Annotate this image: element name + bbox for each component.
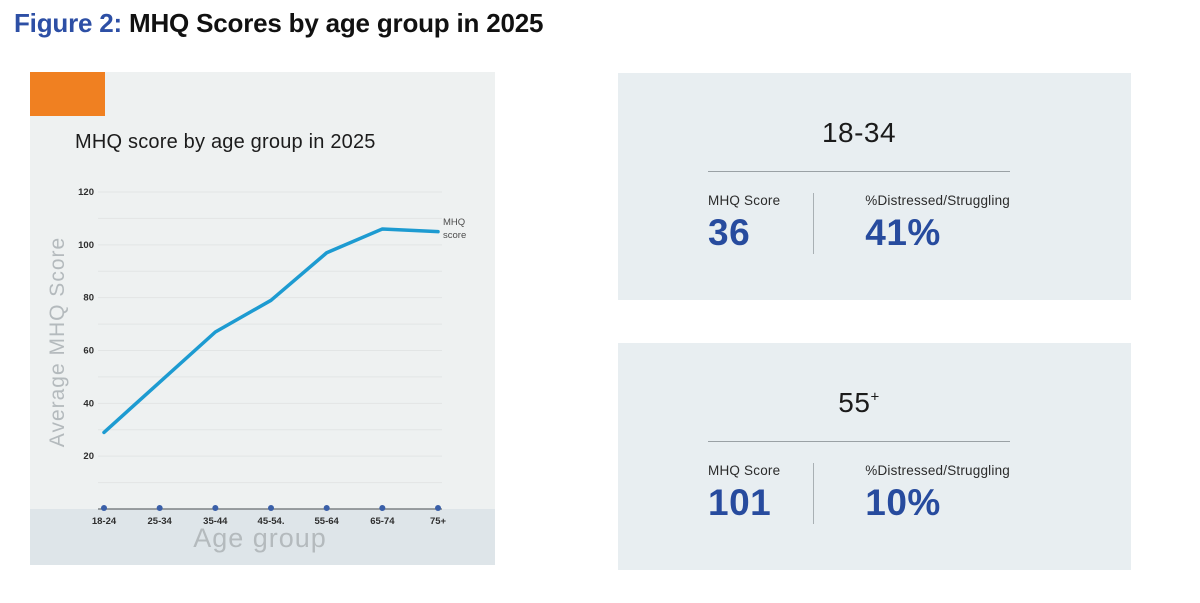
- chart-panel: 20 40 60 80 100 120 18-24 25-34 35-44 45-54. 55-64…: [30, 72, 495, 565]
- card-stats-row: MHQ Score 36 %Distressed/Struggling 41%: [708, 193, 1010, 254]
- card-title-superscript: +: [870, 388, 880, 406]
- y-tick-label: 120: [78, 187, 94, 198]
- category-marker-dot: [101, 505, 107, 511]
- y-tick-label: 20: [83, 451, 94, 462]
- distressed-value: 41%: [865, 212, 941, 253]
- category-marker-dot: [212, 505, 219, 511]
- x-axis-title: Age group: [193, 523, 327, 553]
- card-age-group-title: 18-34: [821, 117, 897, 148]
- y-axis-title: Average MHQ Score: [46, 236, 69, 448]
- series-legend: MHQ score: [443, 216, 493, 242]
- orange-accent-block: [30, 72, 105, 116]
- x-tick-label: 25-34: [148, 516, 173, 527]
- mhq-score-column: MHQ Score 101: [708, 463, 813, 524]
- card-content: 18-34 MHQ Score 36 %Distressed/Strugglin…: [708, 73, 1010, 254]
- x-tick-label: 45-54.: [258, 516, 285, 527]
- chart-title: MHQ score by age group in 2025: [75, 131, 376, 153]
- distressed-column: %Distressed/Struggling 10%: [865, 463, 1010, 524]
- category-marker-dot: [435, 505, 442, 511]
- x-tick-label: 55-64: [315, 516, 340, 527]
- category-marker-dot: [379, 505, 386, 511]
- mhq-line-chart: 20 40 60 80 100 120 18-24 25-34 35-44 45-54. 55-64…: [78, 187, 447, 527]
- card-age-group-title: 55+: [838, 387, 880, 418]
- category-marker-dot: [323, 505, 330, 511]
- figure-title-number: Figure 2:: [14, 8, 122, 38]
- mhq-score-column: MHQ Score 36: [708, 193, 813, 254]
- card-stats-row: MHQ Score 101 %Distressed/Struggling 10%: [708, 463, 1010, 524]
- card-rule: [708, 171, 1010, 172]
- y-tick-label: 60: [83, 345, 94, 356]
- card-content: 55+ MHQ Score 101 %Distressed/Struggling…: [708, 343, 1010, 524]
- distressed-value: 10%: [865, 482, 941, 523]
- y-tick-label: 100: [78, 240, 94, 251]
- distressed-column: %Distressed/Struggling 41%: [865, 193, 1010, 254]
- mhq-score-value: 36: [708, 212, 751, 253]
- category-marker-dot: [268, 505, 275, 511]
- stat-card-18-34: 18-34 MHQ Score 36 %Distressed/Strugglin…: [618, 73, 1131, 300]
- mhq-score-line: [102, 227, 440, 435]
- figure-title: Figure 2: MHQ Scores by age group in 202…: [14, 8, 543, 39]
- mhq-score-label: MHQ Score: [708, 193, 781, 208]
- y-tick-label: 80: [83, 293, 94, 304]
- category-marker-dot: [156, 505, 163, 511]
- distressed-label: %Distressed/Struggling: [865, 193, 1010, 208]
- x-tick-label: 75+: [430, 516, 447, 527]
- mhq-score-value: 101: [708, 482, 772, 523]
- mhq-score-label: MHQ Score: [708, 463, 781, 478]
- stat-card-55plus: 55+ MHQ Score 101 %Distressed/Struggling…: [618, 343, 1131, 570]
- x-tick-label: 65-74: [370, 516, 395, 527]
- card-vertical-divider: [813, 193, 815, 254]
- card-rule: [708, 441, 1010, 442]
- distressed-label: %Distressed/Struggling: [865, 463, 1010, 478]
- x-tick-label: 18-24: [92, 516, 117, 527]
- figure-title-text: MHQ Scores by age group in 2025: [122, 8, 544, 38]
- series-legend-line2: score: [443, 230, 467, 241]
- y-tick-label: 40: [83, 398, 94, 409]
- chart-footer-strip: [30, 509, 495, 565]
- x-tick-label: 35-44: [203, 516, 228, 527]
- series-legend-line1: MHQ: [443, 217, 466, 228]
- card-vertical-divider: [813, 463, 815, 524]
